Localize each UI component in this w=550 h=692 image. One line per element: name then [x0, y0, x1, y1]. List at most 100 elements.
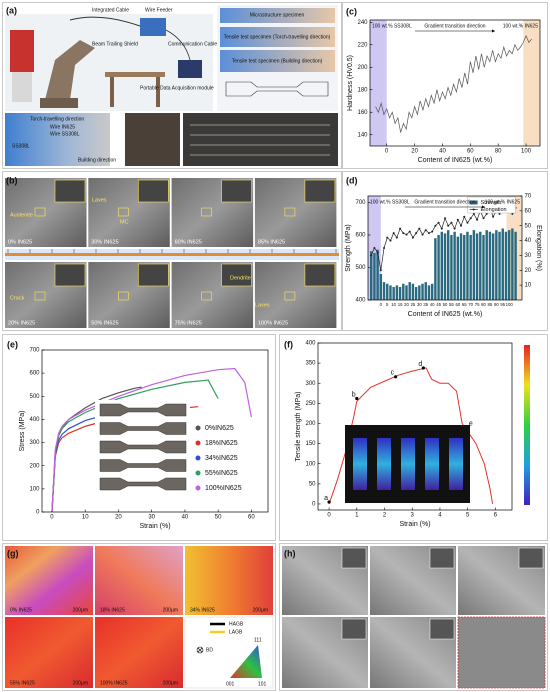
bd-symbol	[197, 647, 203, 653]
marker-label: a	[324, 495, 328, 502]
y-axis-label: Tensile strength (MPa)	[295, 391, 302, 461]
composition-label: 18% IN625	[100, 607, 125, 613]
annotation: Gradient transition direction	[424, 23, 485, 29]
point	[370, 254, 373, 257]
point	[376, 251, 379, 254]
y-tick-label: 350	[305, 361, 316, 367]
specimen-photo	[99, 440, 187, 454]
legend-marker	[195, 455, 201, 461]
point	[485, 212, 488, 215]
wire-feeder	[140, 18, 166, 36]
x-tick-label: 10	[391, 302, 396, 307]
panel-label: (f)	[284, 339, 293, 349]
thermal-image	[401, 438, 415, 490]
bar	[501, 228, 504, 300]
label: Torch-travelling direction	[30, 116, 84, 122]
robot-base	[40, 98, 78, 108]
bar	[472, 230, 476, 300]
annotation: 100 wt.% IN625	[485, 199, 521, 205]
bar	[386, 283, 389, 300]
y-tick-label: 600	[29, 371, 40, 377]
bar	[446, 230, 450, 300]
marker-point	[394, 375, 398, 379]
region-band	[523, 20, 540, 146]
bar	[379, 274, 383, 300]
table-leg	[110, 77, 114, 107]
inset-label: e	[454, 430, 458, 436]
inset-time: 125s	[449, 494, 462, 500]
x-tick-label: 60	[248, 515, 255, 521]
point	[453, 227, 456, 230]
sem-zoom-box	[118, 207, 129, 217]
bar	[466, 231, 469, 300]
x-tick-label: 3	[411, 513, 415, 519]
line	[375, 34, 532, 133]
x-tick-label: 5	[466, 513, 470, 519]
point	[405, 233, 408, 236]
feature-label: Laves	[92, 197, 107, 203]
y-tick-label: 500	[355, 265, 366, 271]
scale-bar: 200μm	[73, 607, 88, 613]
point	[492, 215, 495, 218]
x-tick-label: 80	[495, 149, 502, 155]
sem-inset	[54, 179, 86, 203]
point	[431, 230, 434, 233]
x-axis-label: Content of IN625 (wt.%)	[408, 311, 483, 318]
inset-time: 45s	[379, 494, 389, 500]
panel-label: (g)	[7, 548, 19, 558]
label: Tensile test specimen (Torch-travelling …	[224, 34, 331, 40]
label: Tensile test specimen (Building directio…	[232, 58, 323, 64]
legend-label: HAGB	[229, 621, 244, 627]
x-tick-label: 95	[500, 302, 505, 307]
point	[411, 236, 414, 239]
bar	[424, 282, 427, 300]
y-tick-label: 300	[305, 381, 316, 387]
bar	[482, 235, 485, 300]
point	[447, 224, 450, 227]
sem-inset	[138, 263, 169, 287]
y-tick-label: 220	[357, 42, 368, 48]
bar	[463, 235, 466, 300]
legend-label: 18%IN625	[205, 440, 238, 447]
bar	[514, 231, 517, 300]
legend-label: 55%IN625	[205, 470, 238, 477]
bar	[369, 251, 373, 300]
ebsd-map	[95, 546, 183, 615]
scale-bar: 200μm	[163, 607, 178, 613]
inset-time: 65s	[403, 494, 413, 500]
frame-e	[2, 334, 276, 541]
bar	[392, 287, 395, 300]
specimen-photo	[99, 403, 187, 417]
sem-inset	[304, 179, 336, 203]
x-tick-label: 0	[50, 515, 54, 521]
legend-label: 100%IN625	[205, 485, 242, 492]
x-tick-label: 40	[182, 515, 189, 521]
x-tick-label: 0	[327, 513, 331, 519]
legend-label: LAGB	[229, 629, 243, 635]
point	[399, 227, 402, 230]
x-tick-label: 5	[386, 302, 389, 307]
y-tick-label: 140	[357, 132, 368, 138]
point	[379, 269, 382, 272]
point	[415, 232, 418, 235]
legend-marker	[195, 485, 201, 491]
x-axis-label: Strain (%)	[399, 521, 430, 528]
x-tick-label: 60	[455, 302, 460, 307]
inset-label: d	[430, 430, 433, 436]
x-tick-label: 4	[438, 513, 442, 519]
comm-cable	[165, 29, 191, 61]
label: Microstructure specimen	[250, 12, 305, 18]
y-tick-label: 200	[29, 463, 40, 469]
plot-frame	[369, 19, 541, 147]
scale-bar: 200μm	[73, 680, 88, 686]
composition-label: 100% IN625	[258, 320, 288, 326]
y2-tick-label: 40	[525, 238, 532, 244]
bar	[511, 228, 514, 300]
specimen-photo	[99, 459, 187, 472]
sem-zoom-box	[201, 291, 212, 301]
y2-tick-label: 10	[525, 283, 532, 289]
x-tick-label: 10	[82, 515, 89, 521]
ebsd-map	[185, 546, 273, 615]
